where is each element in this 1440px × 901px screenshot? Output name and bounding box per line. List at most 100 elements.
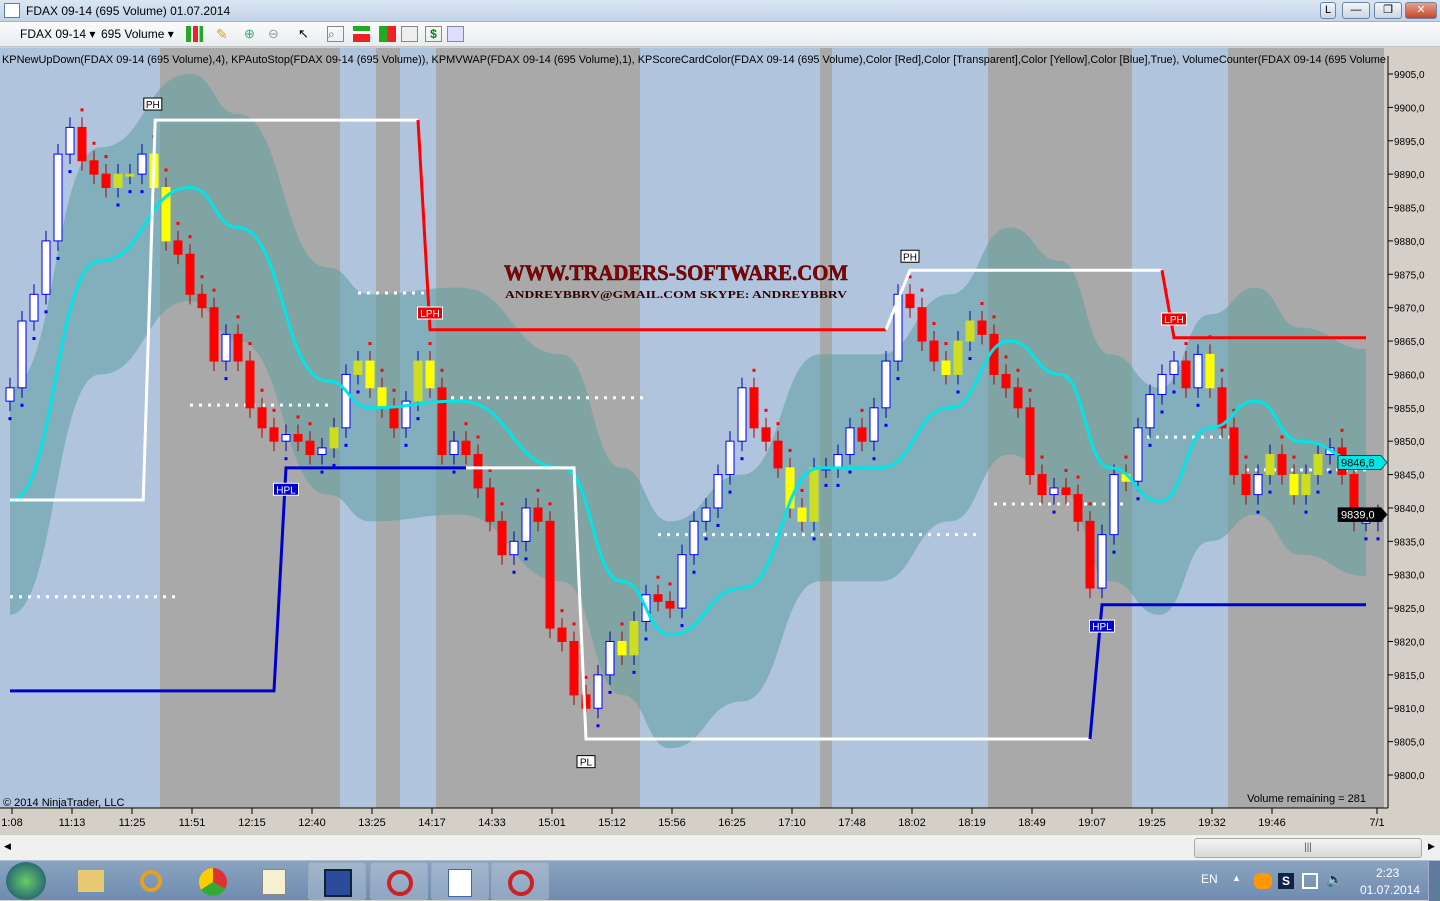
updown-dot [884, 423, 888, 427]
clock-date[interactable]: 01.07.2014 [1360, 883, 1421, 897]
updown-dot [824, 483, 828, 487]
zoom-in-icon[interactable]: ⊕ [244, 26, 255, 41]
swing-label-box [143, 97, 163, 111]
ninjatrader-taskbar-button-2[interactable] [491, 862, 549, 900]
properties-icon[interactable] [447, 26, 464, 42]
candlestick-style-icon[interactable] [186, 26, 203, 42]
price-marker [1337, 455, 1388, 470]
close-button[interactable]: ✕ [1405, 2, 1437, 19]
candle-body [1013, 387, 1023, 409]
updown-dot [1124, 455, 1128, 459]
updown-dot [1196, 403, 1200, 407]
updown-dot [512, 570, 516, 574]
zoom-out-icon[interactable]: ⊖ [268, 26, 279, 41]
candle-body [17, 320, 27, 389]
candle-body [101, 173, 111, 188]
candle-body [41, 240, 51, 295]
swing-label-box [273, 482, 299, 496]
notepad-taskbar-button[interactable] [246, 862, 304, 900]
candle-body [749, 387, 759, 429]
updown-dot [212, 288, 216, 292]
chart-canvas[interactable]: PH LPH HPL PH PL LPH HPL KPNewUpDown(FDAX 09-14… [0, 48, 1440, 834]
wordpad-taskbar-button[interactable] [431, 862, 489, 900]
magnifier-app-icon [140, 870, 162, 892]
start-button[interactable] [6, 862, 46, 900]
chrome-taskbar-button[interactable] [184, 862, 242, 900]
vwap-band [10, 74, 1366, 749]
scroll-right-arrow-icon[interactable]: ▶ [1428, 841, 1435, 851]
time-tick-label: 14:33 [478, 817, 506, 829]
candle-body [473, 454, 483, 489]
candle-body [917, 307, 927, 342]
updown-dot [428, 342, 432, 346]
strategies-icon[interactable] [379, 26, 396, 42]
candle-body [785, 467, 795, 509]
candle-body [1157, 373, 1167, 395]
horizontal-scrollbar[interactable]: ◀ ||| ▶ [0, 834, 1440, 860]
show-hidden-icons-icon[interactable]: ▲ [1232, 873, 1241, 883]
period-selector[interactable]: 695 Volume ▾ [101, 27, 174, 41]
candle-body [761, 427, 771, 442]
updown-dot [1052, 510, 1056, 514]
price-chart[interactable]: PH LPH HPL PH PL LPH HPL KPNewUpDown(FDAX 09-14… [0, 48, 1440, 834]
link-button[interactable]: L [1320, 2, 1336, 19]
updown-dot [956, 390, 960, 394]
volume-icon[interactable]: 🔈 [1326, 871, 1344, 887]
time-tick-label: 12:15 [238, 817, 266, 829]
time-tick-label: 11:13 [59, 817, 86, 829]
search-app-taskbar-button[interactable] [122, 862, 180, 900]
autostop-line [884, 268, 1162, 331]
candle-body [197, 293, 207, 309]
ninjatrader-icon [387, 870, 413, 896]
minimize-button[interactable]: — [1342, 2, 1370, 19]
save-app-taskbar-button[interactable] [308, 862, 366, 900]
updown-dot [1316, 490, 1320, 494]
ninjatrader-taskbar-button-1[interactable] [370, 862, 428, 900]
cursor-icon[interactable]: ↖ [298, 26, 309, 41]
file-explorer-taskbar-button[interactable] [62, 862, 120, 900]
price-tick-label: 9865,0 [1394, 337, 1425, 348]
updown-dot [752, 368, 756, 372]
show-desktop-button[interactable] [1428, 861, 1440, 901]
candle-body [1289, 474, 1299, 496]
updown-dot [296, 415, 300, 419]
candle-body [725, 440, 735, 476]
scroll-left-arrow-icon[interactable]: ◀ [4, 841, 11, 851]
cloud-tray-icon[interactable] [1254, 873, 1272, 889]
updown-dot [776, 422, 780, 426]
magnifier-icon[interactable]: ⌕ [327, 26, 344, 42]
time-tick-label: 18:02 [898, 817, 926, 829]
updown-dot [1184, 342, 1188, 346]
language-indicator[interactable]: EN [1201, 872, 1218, 886]
clock-time[interactable]: 2:23 [1376, 866, 1400, 880]
indicators-icon[interactable] [353, 26, 370, 42]
updown-dot [452, 470, 456, 474]
updown-dot [1232, 408, 1236, 412]
candle-body [125, 173, 135, 177]
candle-body [137, 153, 147, 175]
network-icon[interactable] [1302, 873, 1318, 889]
candle-body [293, 434, 303, 442]
dollar-icon[interactable]: $ [425, 26, 442, 42]
candle-body [281, 434, 291, 442]
updown-dot [548, 502, 552, 506]
candle-body [341, 373, 351, 429]
updown-dot [440, 368, 444, 372]
updown-dot [740, 457, 744, 461]
s-app-tray-icon[interactable]: S [1278, 873, 1294, 889]
maximize-button[interactable]: ❐ [1374, 2, 1402, 19]
chart-template-icon[interactable] [401, 26, 418, 42]
updown-dot [1304, 510, 1308, 514]
floppy-disk-icon [324, 869, 352, 897]
swing-label-box [1089, 619, 1115, 633]
scrollbar-thumb[interactable]: ||| [1194, 838, 1422, 858]
vwap-line [9, 185, 1367, 637]
instrument-selector[interactable]: FDAX 09-14 ▾ [20, 27, 96, 41]
time-tick-label: 19:07 [1078, 817, 1106, 829]
candle-body [89, 160, 99, 175]
price-tick-label: 9825,0 [1394, 604, 1425, 615]
candle-body [1265, 454, 1275, 476]
price-tick-label: 9850,0 [1394, 437, 1425, 448]
pencil-draw-icon[interactable]: ✎ [216, 26, 228, 42]
updown-dot [284, 457, 288, 461]
